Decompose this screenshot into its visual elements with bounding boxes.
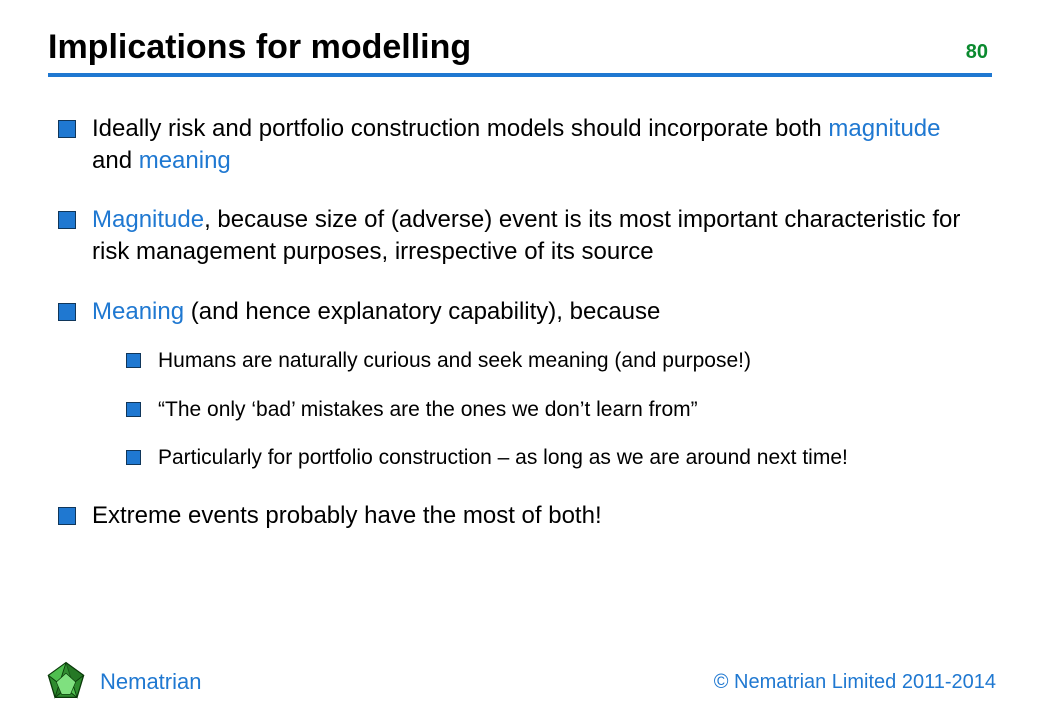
slide: Implications for modelling 80 Ideally ri… <box>0 0 1040 720</box>
bullet-item: Meaning (and hence explanatory capabilit… <box>56 296 984 473</box>
highlight-text: Meaning <box>92 298 184 325</box>
body-text: “The only ‘bad’ mistakes are the ones we… <box>158 398 698 421</box>
slide-content: Ideally risk and portfolio construction … <box>48 77 992 532</box>
sub-bullet-item: Particularly for portfolio construction … <box>124 444 984 472</box>
highlight-text: Magnitude <box>92 206 204 233</box>
body-text: (and hence explanatory capability), beca… <box>184 298 660 325</box>
nematrian-logo-icon <box>44 660 88 704</box>
bullet-item: Magnitude, because size of (adverse) eve… <box>56 204 984 267</box>
slide-title: Implications for modelling <box>48 28 471 67</box>
body-text: Humans are naturally curious and seek me… <box>158 349 751 372</box>
page-number: 80 <box>966 41 988 64</box>
bullet-list: Ideally risk and portfolio construction … <box>56 113 984 532</box>
body-text: Ideally risk and portfolio construction … <box>92 115 828 142</box>
body-text: Particularly for portfolio construction … <box>158 446 848 469</box>
brand-block: Nematrian <box>44 660 201 704</box>
highlight-text: meaning <box>139 147 231 174</box>
highlight-text: magnitude <box>828 115 940 142</box>
sub-bullet-list: Humans are naturally curious and seek me… <box>92 347 984 472</box>
sub-bullet-item: “The only ‘bad’ mistakes are the ones we… <box>124 396 984 424</box>
body-text: and <box>92 147 139 174</box>
sub-bullet-item: Humans are naturally curious and seek me… <box>124 347 984 375</box>
brand-name: Nematrian <box>100 669 201 695</box>
bullet-item: Ideally risk and portfolio construction … <box>56 113 984 176</box>
bullet-item: Extreme events probably have the most of… <box>56 500 984 532</box>
slide-header: Implications for modelling 80 <box>48 28 992 77</box>
body-text: , because size of (adverse) event is its… <box>92 206 960 265</box>
body-text: Extreme events probably have the most of… <box>92 502 602 529</box>
copyright-text: © Nematrian Limited 2011-2014 <box>714 671 996 694</box>
slide-footer: Nematrian © Nematrian Limited 2011-2014 <box>0 660 1040 704</box>
